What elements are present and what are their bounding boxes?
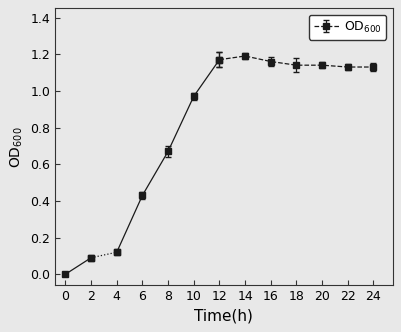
Legend: OD$_{600}$: OD$_{600}$ <box>309 15 387 40</box>
Y-axis label: OD$_{600}$: OD$_{600}$ <box>8 126 25 168</box>
X-axis label: Time(h): Time(h) <box>194 309 253 324</box>
